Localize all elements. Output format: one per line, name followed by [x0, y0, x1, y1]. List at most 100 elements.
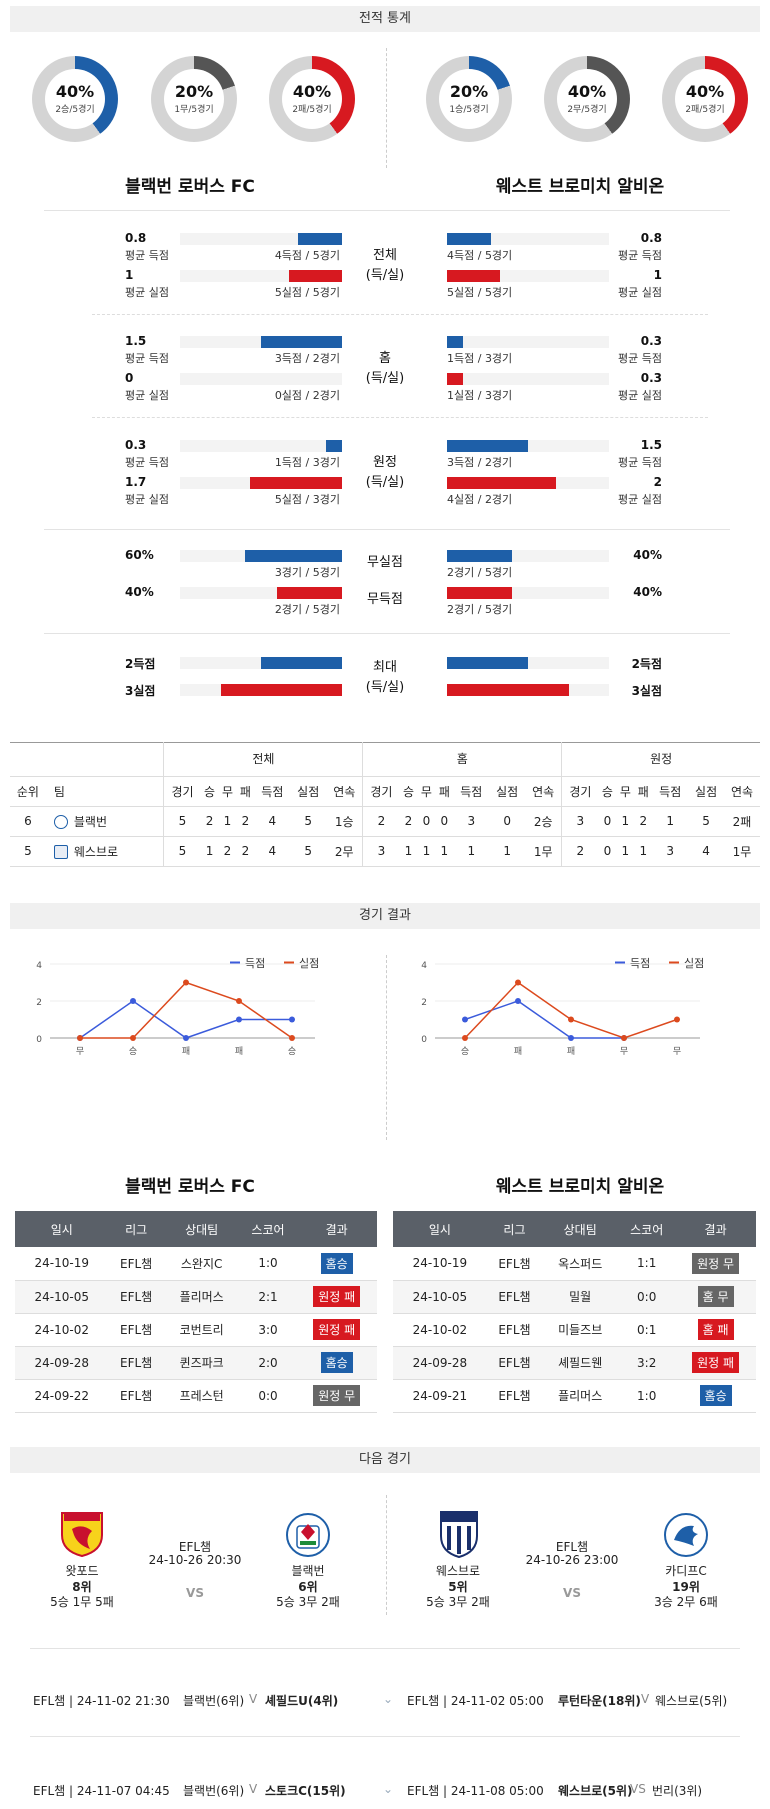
left-subtext: 0실점 / 2경기	[274, 389, 340, 402]
left-label: 평균 실점	[125, 389, 169, 402]
standings-cell: 2승	[533, 814, 553, 829]
results-header: 결과	[675, 1211, 756, 1247]
section-title-next: 다음 경기	[10, 1447, 760, 1473]
result-cell: 24-10-19	[15, 1247, 109, 1281]
conceded-point	[568, 1016, 574, 1023]
right-subtext: 2경기 / 5경기	[447, 566, 513, 579]
clean-category: 무득점	[367, 592, 403, 607]
standings-cell: 4	[702, 844, 710, 858]
results-chart-left: 득점실점0246무승패패승	[36, 957, 319, 1057]
right-value: 40%	[633, 585, 662, 599]
right-label: 평균 실점	[618, 493, 662, 506]
group-home: 홈	[362, 742, 562, 776]
result-cell[interactable]: 밀월	[542, 1280, 619, 1314]
upcoming-left-vs: V	[249, 1782, 258, 1796]
stat-row: 3실점 3실점	[0, 682, 770, 716]
section-title-results: 경기 결과	[10, 903, 760, 929]
next-left-date: 24-10-26 20:30	[148, 1553, 242, 1567]
stat-row: 0.3 평균 득점 1득점 / 3경기 3득점 / 2경기 1.5 평균 득점	[0, 438, 770, 472]
result-cell: 24-09-22	[15, 1379, 109, 1413]
group-all: 전체	[163, 742, 363, 776]
left-label: 평균 득점	[125, 249, 169, 262]
team-name[interactable]: 웨스브로	[73, 844, 119, 859]
upcoming-right-team[interactable]: 루턴타운(18위)	[558, 1694, 641, 1708]
standings-cell: 4	[268, 814, 277, 828]
donut-percent: 20%	[174, 82, 214, 101]
standings-header: 득점	[659, 784, 682, 799]
standings-row: 6 블랙번 5 2 1 2 4 5 1승 2 2 0 0 3 0 2승 3 0 1 2 1 5 2패	[10, 806, 760, 836]
result-cell: 24-10-02	[393, 1313, 487, 1347]
donut-chart: 40% 2패/5경기	[662, 56, 748, 142]
left-bar	[288, 270, 342, 282]
result-badge: 홈 무	[697, 1286, 734, 1307]
stat-row: 2득점 2득점	[0, 655, 770, 689]
result-row: 24-09-21 EFL챔 플리머스 1:0 홈승	[393, 1379, 756, 1413]
result-cell[interactable]: 플리머스	[542, 1379, 619, 1413]
chevron-down-icon[interactable]: ⌄	[383, 1692, 394, 1706]
right-label: 평균 실점	[618, 286, 662, 299]
upcoming-left-team[interactable]: 블랙번(6위)	[183, 1694, 245, 1708]
donut-percent: 40%	[685, 82, 725, 101]
result-cell: 0:0	[618, 1280, 676, 1314]
conceded-point	[674, 1016, 680, 1023]
left-subtext: 2경기 / 5경기	[274, 603, 340, 616]
upcoming-right-opponent[interactable]: 번리(3위)	[652, 1784, 703, 1798]
next-left-league: EFL챔	[178, 1540, 212, 1554]
standings-header: 무	[619, 784, 631, 799]
result-cell[interactable]: 미들즈브	[542, 1313, 619, 1347]
left-value: 60%	[125, 548, 154, 562]
upcoming-left-team[interactable]: 블랙번(6위)	[183, 1784, 245, 1798]
right-label: 평균 득점	[618, 249, 662, 262]
result-cell[interactable]: 플리머스	[163, 1280, 240, 1314]
result-cell: EFL챔	[108, 1379, 164, 1413]
result-cell[interactable]: 스완지C	[163, 1247, 240, 1281]
upcoming-left-opponent[interactable]: 셰필드U(4위)	[265, 1694, 339, 1708]
result-cell[interactable]: 셰필드웬	[542, 1346, 619, 1380]
left-bar	[249, 477, 342, 489]
stat-category: 전체	[373, 248, 397, 263]
upcoming-right-date: EFL챔 | 24-11-08 05:00	[407, 1784, 544, 1798]
upcoming-left-opponent[interactable]: 스토크C(15위)	[265, 1784, 346, 1798]
next-left-team2: 블랙번	[291, 1564, 325, 1578]
left-subtext: 5실점 / 3경기	[274, 493, 340, 506]
result-cell: EFL챔	[486, 1379, 543, 1413]
conceded-point	[130, 1035, 136, 1041]
next-right-league: EFL챔	[555, 1540, 589, 1554]
left-label: 평균 실점	[125, 493, 169, 506]
next-right-date: 24-10-26 23:00	[525, 1553, 619, 1567]
result-cell: EFL챔	[108, 1313, 164, 1347]
standings-cell: 1	[666, 814, 675, 828]
goals-point	[236, 1016, 242, 1023]
next-right-team2-rank: 19위	[672, 1580, 700, 1594]
left-bar	[220, 684, 342, 696]
results-header: 스코어	[239, 1211, 297, 1247]
next-right-team2-record: 3승 2무 6패	[654, 1595, 718, 1609]
left-value: 1	[125, 268, 134, 282]
result-cell[interactable]: 프레스턴	[163, 1379, 240, 1413]
right-value: 1	[653, 268, 662, 282]
upcoming-right-date: EFL챔 | 24-11-02 05:00	[407, 1694, 544, 1708]
result-cell: 0:1	[618, 1313, 676, 1347]
right-value: 2	[653, 475, 662, 489]
team-name[interactable]: 블랙번	[73, 814, 107, 829]
standings-header: 패	[637, 784, 649, 799]
left-value: 3실점	[125, 684, 156, 698]
result-badge: 홈승	[320, 1252, 353, 1274]
goals-point	[183, 1035, 189, 1041]
chevron-down-icon[interactable]: ⌄	[383, 1782, 394, 1796]
standings-cell: 3	[666, 844, 675, 858]
upcoming-left-date: EFL챔 | 24-11-02 21:30	[33, 1694, 170, 1708]
standings-header: 승	[204, 784, 216, 799]
left-value: 0.3	[125, 438, 147, 452]
standings-cell: 2패	[732, 814, 752, 829]
result-badge: 홈승	[320, 1352, 353, 1373]
upcoming-right-opponent[interactable]: 웨스브로(5위)	[655, 1694, 728, 1708]
watford-crest-icon	[61, 1512, 103, 1557]
x-tick-label: 승	[288, 1046, 296, 1057]
result-cell[interactable]: 코번트리	[163, 1313, 240, 1347]
result-cell[interactable]: 옥스퍼드	[542, 1247, 619, 1281]
result-cell[interactable]: 퀸즈파크	[163, 1346, 240, 1380]
x-tick-label: 패	[514, 1046, 522, 1057]
right-value: 0.8	[640, 231, 662, 245]
upcoming-right-team[interactable]: 웨스브로(5위)	[558, 1784, 633, 1798]
